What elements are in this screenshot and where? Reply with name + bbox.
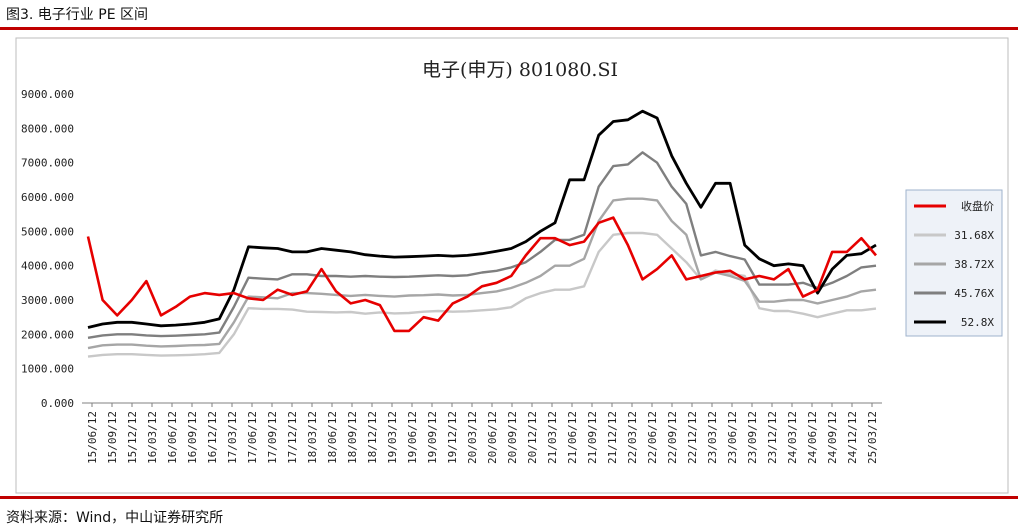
chart-frame — [15, 37, 1009, 494]
x-tick-label: 15/12/12 — [126, 411, 139, 464]
x-tick-label: 17/06/12 — [246, 411, 259, 464]
x-tick-label: 21/03/12 — [546, 411, 559, 464]
x-tick-label: 24/03/12 — [786, 411, 799, 464]
x-tick-label: 22/03/12 — [626, 411, 639, 464]
source-note: 资料来源：Wind，中山证券研究所 — [6, 510, 224, 526]
y-tick-label: 4000.000 — [21, 260, 74, 273]
series-layer — [86, 109, 877, 358]
series-line-1 — [87, 231, 877, 358]
series-line-3 — [87, 151, 877, 339]
x-tick-label: 22/12/12 — [686, 411, 699, 464]
y-tick-label: 0.000 — [41, 397, 74, 410]
y-tick-label: 3000.000 — [21, 294, 74, 307]
legend-label: 31.68X — [954, 229, 994, 242]
x-tick-label: 18/03/12 — [306, 411, 319, 464]
y-tick-label: 7000.000 — [21, 157, 74, 170]
x-tick-label: 20/03/12 — [466, 411, 479, 464]
x-tick-label: 23/09/12 — [746, 411, 759, 464]
x-tick-label: 15/09/12 — [106, 411, 119, 464]
x-tick-label: 17/09/12 — [266, 411, 279, 464]
x-tick-label: 19/06/12 — [406, 411, 419, 464]
x-tick-label: 16/12/12 — [206, 411, 219, 464]
x-axis: 15/06/12 15/09/12 15/12/12 16/03/12 16/06/12… — [82, 402, 882, 464]
legend: 收盘价 31.68X 38.72X 45.76X 52.8X — [905, 189, 1003, 337]
x-tick-label: 16/09/12 — [186, 411, 199, 464]
x-tick-label: 25/03/12 — [866, 411, 879, 464]
x-tick-label: 19/09/12 — [426, 411, 439, 464]
legend-label: 52.8X — [961, 316, 994, 329]
legend-label: 38.72X — [954, 258, 994, 271]
x-tick-label: 24/09/12 — [826, 411, 839, 464]
x-tick-label: 21/06/12 — [566, 411, 579, 464]
x-tick-label: 16/06/12 — [166, 411, 179, 464]
y-tick-label: 6000.000 — [21, 191, 74, 204]
series-line-2 — [87, 197, 877, 350]
legend-label: 收盘价 — [961, 199, 994, 213]
x-tick-label: 17/12/12 — [286, 411, 299, 464]
y-tick-label: 9000.000 — [21, 88, 74, 101]
y-tick-label: 5000.000 — [21, 225, 74, 238]
x-tick-label: 22/06/12 — [646, 411, 659, 464]
x-tick-label: 23/03/12 — [706, 411, 719, 464]
y-axis: 0.000 1000.000 2000.000 3000.000 4000.000 500… — [21, 88, 74, 410]
x-tick-label: 20/09/12 — [506, 411, 519, 464]
x-tick-label: 19/03/12 — [386, 411, 399, 464]
chart-title: 电子(申万) 801080.SI — [422, 59, 618, 81]
x-tick-label: 21/09/12 — [586, 411, 599, 464]
y-tick-label: 2000.000 — [21, 328, 74, 341]
x-tick-label: 23/12/12 — [766, 411, 779, 464]
x-tick-label: 18/12/12 — [366, 411, 379, 464]
x-tick-label: 22/09/12 — [666, 411, 679, 464]
x-tick-label: 17/03/12 — [226, 411, 239, 464]
y-tick-label: 1000.000 — [21, 363, 74, 376]
x-tick-label: 20/12/12 — [526, 411, 539, 464]
x-tick-label: 18/06/12 — [326, 411, 339, 464]
figure-caption: 图3. 电子行业 PE 区间 — [6, 7, 148, 23]
x-tick-label: 21/12/12 — [606, 411, 619, 464]
x-tick-label: 19/12/12 — [446, 411, 459, 464]
x-tick-label: 18/09/12 — [346, 411, 359, 464]
x-tick-label: 20/06/12 — [486, 411, 499, 464]
legend-label: 45.76X — [954, 287, 994, 300]
x-tick-label: 24/06/12 — [806, 411, 819, 464]
x-tick-label: 23/06/12 — [726, 411, 739, 464]
y-tick-label: 8000.000 — [21, 122, 74, 135]
series-line-4 — [87, 109, 877, 329]
bottom-divider — [0, 496, 1018, 499]
top-divider — [0, 27, 1018, 30]
x-tick-label: 15/06/12 — [86, 411, 99, 464]
x-tick-label: 16/03/12 — [146, 411, 159, 464]
series-line-0 — [86, 216, 877, 333]
x-tick-label: 24/12/12 — [846, 411, 859, 464]
